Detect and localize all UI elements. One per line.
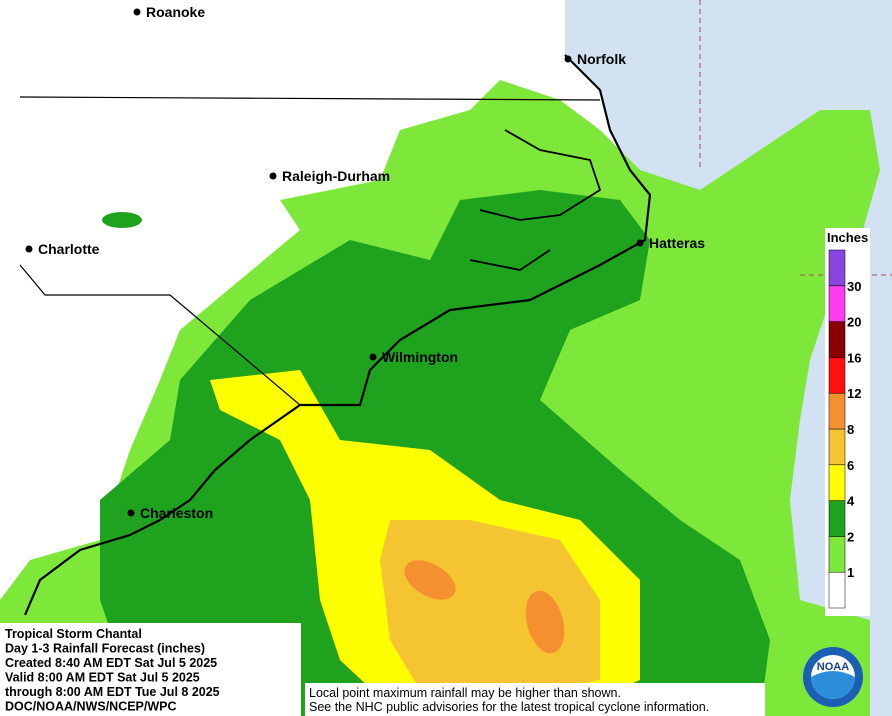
logo-text: NOAA xyxy=(817,661,849,673)
legend-swatch xyxy=(828,571,846,609)
city-dot xyxy=(269,172,277,180)
legend-swatch xyxy=(828,536,846,573)
legend-swatch xyxy=(828,321,846,358)
city-dot xyxy=(636,239,644,247)
city-label: Hatteras xyxy=(649,235,705,251)
info-line: Valid 8:00 AM EDT Sat Jul 5 2025 xyxy=(5,671,200,685)
legend-tick-label: 12 xyxy=(847,386,861,401)
disclaimer-line: See the NHC public advisories for the la… xyxy=(309,700,709,714)
legend-swatch xyxy=(828,249,846,287)
info-line: Tropical Storm Chantal xyxy=(5,627,142,641)
city-label: Charleston xyxy=(140,505,213,521)
legend-swatch xyxy=(828,500,846,537)
noaa-logo: NOAA xyxy=(803,647,863,707)
sound-shoreline xyxy=(469,129,602,271)
rain-8-12 xyxy=(525,590,565,654)
legend-swatch xyxy=(828,392,846,430)
legend-tick-label: 16 xyxy=(847,350,861,365)
legend-tick-label: 1 xyxy=(847,565,854,580)
legend-tick-label: 6 xyxy=(847,458,854,473)
city-label: Wilmington xyxy=(382,349,458,365)
city-label: Roanoke xyxy=(146,4,205,20)
logo-wave xyxy=(811,671,855,699)
info-line: DOC/NOAA/NWS/NCEP/WPC xyxy=(5,700,177,714)
legend-swatch xyxy=(828,357,846,394)
city-label: Norfolk xyxy=(577,51,626,67)
legend-swatch xyxy=(828,464,846,501)
city-dot xyxy=(133,8,141,16)
legend-tick-label: 2 xyxy=(847,529,854,544)
legend-tick-label: 4 xyxy=(847,494,855,509)
city-dot xyxy=(564,55,572,63)
disclaimer-box xyxy=(305,683,765,716)
legend-swatch xyxy=(828,428,846,466)
rain-2-4 xyxy=(102,212,142,228)
legend-tick-label: 8 xyxy=(847,422,854,437)
legend-swatch xyxy=(828,285,846,322)
legend-tick-label: 30 xyxy=(847,279,861,294)
city-label: Raleigh-Durham xyxy=(282,168,390,184)
info-line: through 8:00 AM EDT Tue Jul 8 2025 xyxy=(5,685,220,699)
rain-8-12 xyxy=(404,560,456,600)
info-line: Day 1-3 Rainfall Forecast (inches) xyxy=(5,642,205,656)
coastline xyxy=(23,54,652,616)
disclaimer-lines: Local point maximum rainfall may be high… xyxy=(309,686,709,714)
info-box xyxy=(0,623,301,716)
city-dot xyxy=(127,509,135,517)
disclaimer-line: Local point maximum rainfall may be high… xyxy=(309,686,621,700)
city-dot xyxy=(369,353,377,361)
city-label: Charlotte xyxy=(38,241,100,257)
legend-title: Inches xyxy=(827,230,868,245)
cities: Roanoke Norfolk Raleigh-Durham Charlotte… xyxy=(25,4,705,521)
legend-tick-label: 20 xyxy=(847,315,861,330)
state-line xyxy=(19,96,601,101)
state-line xyxy=(19,264,301,406)
info-line: Created 8:40 AM EDT Sat Jul 5 2025 xyxy=(5,656,217,670)
city-dot xyxy=(25,245,33,253)
